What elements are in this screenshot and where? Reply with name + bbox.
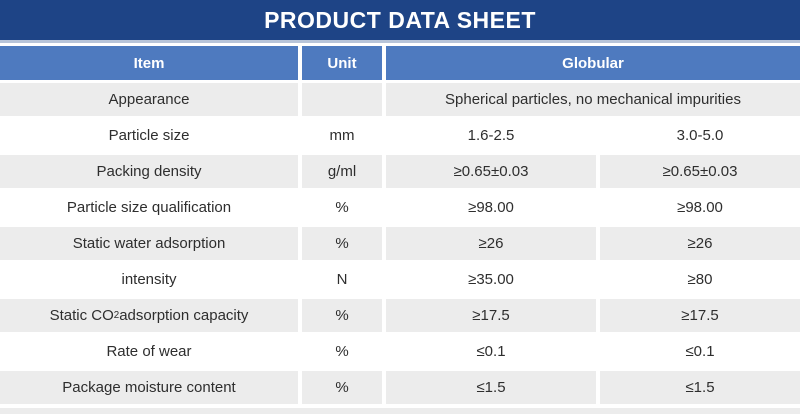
- value-cell: ≥0.65±0.03: [386, 155, 596, 188]
- unit-cell: N: [302, 263, 382, 296]
- item-cell: Static CO 2 adsorption capacity: [0, 299, 298, 332]
- value-cell: ≥98.00: [386, 191, 596, 224]
- data-table: Item Unit Globular Appearance Spherical p…: [0, 46, 800, 404]
- value-cell: 1.6-2.5: [386, 119, 596, 152]
- column-header-item: Item: [0, 46, 298, 80]
- value-cell: ≥26: [600, 227, 800, 260]
- value-cell: 3.0-5.0: [600, 119, 800, 152]
- cut-off-row: [0, 408, 800, 414]
- unit-cell: %: [302, 227, 382, 260]
- value-cell: ≤1.5: [386, 371, 596, 404]
- page-title: PRODUCT DATA SHEET: [264, 6, 536, 33]
- item-cell: Rate of wear: [0, 335, 298, 368]
- unit-cell: %: [302, 335, 382, 368]
- unit-cell: g/ml: [302, 155, 382, 188]
- item-text: adsorption capacity: [119, 307, 249, 324]
- value-cell: Spherical particles, no mechanical impur…: [386, 83, 800, 116]
- unit-cell: %: [302, 371, 382, 404]
- unit-cell: mm: [302, 119, 382, 152]
- value-cell: ≥35.00: [386, 263, 596, 296]
- item-cell: Static water adsorption: [0, 227, 298, 260]
- value-cell: ≤1.5: [600, 371, 800, 404]
- title-bar: PRODUCT DATA SHEET: [0, 0, 800, 43]
- item-text: Static CO: [49, 307, 114, 324]
- unit-cell: [302, 83, 382, 116]
- item-cell: intensity: [0, 263, 298, 296]
- item-cell: Package moisture content: [0, 371, 298, 404]
- item-cell: Packing density: [0, 155, 298, 188]
- item-cell: Appearance: [0, 83, 298, 116]
- item-cell: Particle size: [0, 119, 298, 152]
- value-cell: ≥26: [386, 227, 596, 260]
- value-cell: ≤0.1: [386, 335, 596, 368]
- column-header-globular: Globular: [386, 46, 800, 80]
- value-cell: ≥80: [600, 263, 800, 296]
- column-header-unit: Unit: [302, 46, 382, 80]
- unit-cell: %: [302, 299, 382, 332]
- value-cell: ≥98.00: [600, 191, 800, 224]
- value-cell: ≥17.5: [600, 299, 800, 332]
- unit-cell: %: [302, 191, 382, 224]
- value-cell: ≥0.65±0.03: [600, 155, 800, 188]
- value-cell: ≥17.5: [386, 299, 596, 332]
- item-cell: Particle size qualification: [0, 191, 298, 224]
- value-cell: ≤0.1: [600, 335, 800, 368]
